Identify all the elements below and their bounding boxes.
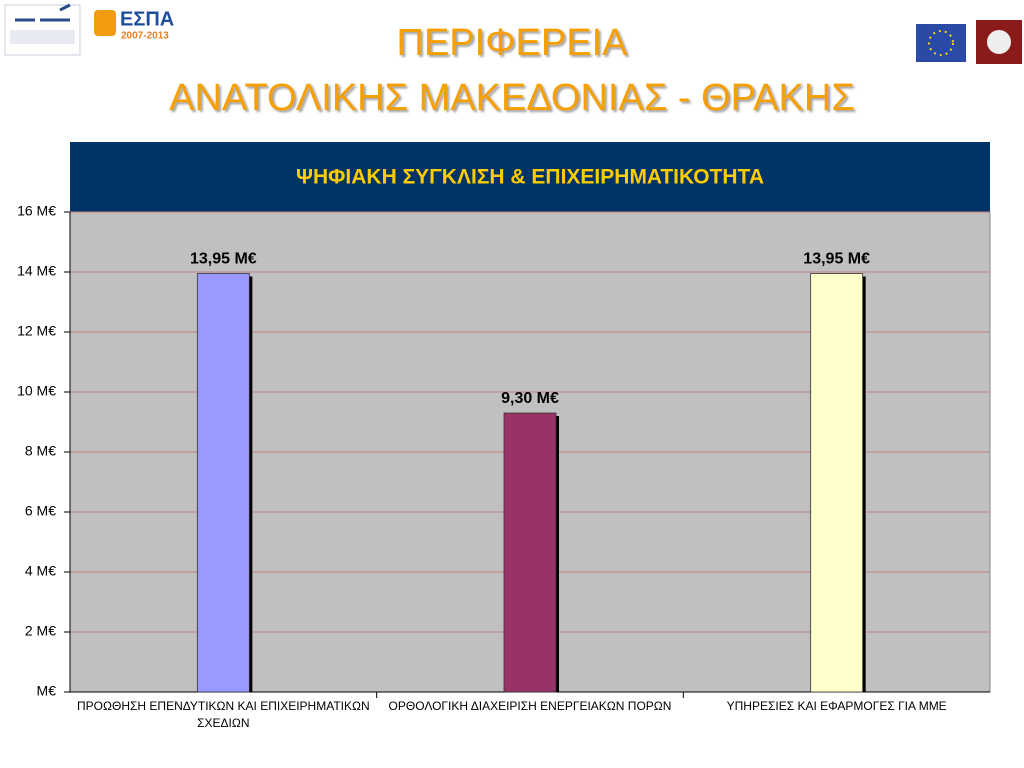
x-tick-label: ΥΠΗΡΕΣΙΕΣ ΚΑΙ ΕΦΑΡΜΟΓΕΣ ΓΙΑ ΜΜΕ xyxy=(726,699,947,713)
y-tick-label: 10 M€ xyxy=(17,383,56,399)
y-tick-label: 2 M€ xyxy=(25,623,56,639)
x-tick-label-box: ΟΡΘΟΛΟΓΙΚΗ ΔΙΑΧΕΙΡΙΣΗ ΕΝΕΡΓΕΙΑΚΩΝ ΠΟΡΩΝ xyxy=(388,699,672,713)
chart-title: ΨΗΦΙΑΚΗ ΣΥΓΚΛΙΣΗ & ΕΠΙΧΕΙΡΗΜΑΤΙΚΟΤΗΤΑ xyxy=(296,166,764,189)
x-tick-label-box: ΠΡΟΩΘΗΣΗ ΕΠΕΝΔΥΤΙΚΩΝ ΚΑΙ ΕΠΙΧΕΙΡΗΜΑΤΙΚΩΝ… xyxy=(77,699,370,730)
data-label: 9,30 M€ xyxy=(501,390,559,407)
chart-header xyxy=(70,142,990,212)
espa-icon xyxy=(94,10,116,36)
eu-flag xyxy=(916,24,966,62)
y-tick-label: 8 M€ xyxy=(25,443,56,459)
data-label: 13,95 M€ xyxy=(803,251,870,268)
pep-logo-text xyxy=(10,30,75,44)
y-tick-label: 4 M€ xyxy=(25,563,56,579)
y-tick-label: 14 M€ xyxy=(17,263,56,279)
bar xyxy=(196,273,250,693)
y-tick-label: 16 M€ xyxy=(17,203,56,219)
pep-logo-mark xyxy=(15,3,71,22)
x-tick-label: ΠΡΟΩΘΗΣΗ ΕΠΕΝΔΥΤΙΚΩΝ ΚΑΙ ΕΠΙΧΕΙΡΗΜΑΤΙΚΩΝ… xyxy=(77,699,370,730)
y-tick-label: M€ xyxy=(37,683,57,699)
espa-text: ΕΣΠΑ xyxy=(120,8,174,30)
y-tick-label: 12 M€ xyxy=(17,323,56,339)
y-tick-label: 6 M€ xyxy=(25,503,56,519)
bar xyxy=(503,412,557,693)
slide-title: ΑΝΑΤΟΛΙΚΗΣ ΜΑΚΕΔΟΝΙΑΣ - ΘΡΑΚΗΣ xyxy=(169,77,855,119)
slide-title: ΠΕΡΙΦΕΡΕΙΑ xyxy=(397,22,629,64)
bar xyxy=(810,273,864,693)
x-tick-label: ΟΡΘΟΛΟΓΙΚΗ ΔΙΑΧΕΙΡΙΣΗ ΕΝΕΡΓΕΙΑΚΩΝ ΠΟΡΩΝ xyxy=(388,699,672,713)
x-tick-label-box: ΥΠΗΡΕΣΙΕΣ ΚΑΙ ΕΦΑΡΜΟΓΕΣ ΓΙΑ ΜΜΕ xyxy=(726,699,947,713)
eu-stars xyxy=(928,30,954,56)
data-label: 13,95 M€ xyxy=(190,251,257,268)
espa-years: 2007-2013 xyxy=(121,31,169,42)
region-logo-mark xyxy=(987,30,1011,54)
